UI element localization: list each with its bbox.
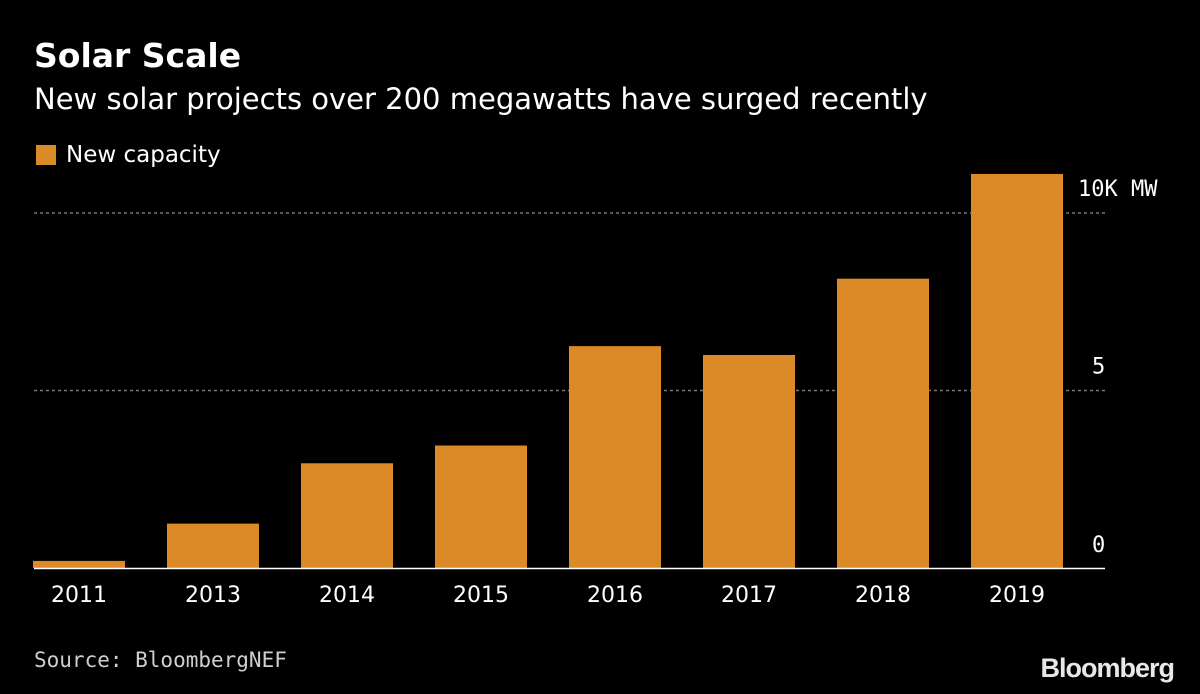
bar-2015 <box>435 445 527 568</box>
x-tick-labels: 2011 2013 2014 2015 2016 2017 2018 2019 <box>51 583 1045 608</box>
x-tick-label: 2015 <box>453 583 509 608</box>
legend-swatch <box>36 145 56 165</box>
bar-2018 <box>837 278 929 568</box>
y-tick-label: 10K MW <box>1078 177 1158 202</box>
bar-2013 <box>167 523 259 568</box>
bar-2016 <box>569 346 661 568</box>
bars <box>33 173 1063 568</box>
y-tick-label: 0 <box>1092 533 1105 558</box>
x-tick-label: 2018 <box>855 583 911 608</box>
y-tick-label: 5 <box>1092 355 1105 380</box>
legend-label: New capacity <box>66 142 221 168</box>
chart-subtitle: New solar projects over 200 megawatts ha… <box>34 82 928 116</box>
x-tick-label: 2011 <box>51 583 107 608</box>
x-tick-label: 2017 <box>721 583 777 608</box>
bar-2017 <box>703 355 795 568</box>
chart-title: Solar Scale <box>34 36 242 75</box>
x-tick-label: 2019 <box>989 583 1045 608</box>
chart-legend: New capacity <box>36 140 221 170</box>
source-note: Source: BloombergNEF <box>34 648 287 672</box>
y-tick-labels: 0 5 10K MW <box>1078 177 1158 558</box>
bar-2019 <box>971 173 1063 568</box>
x-tick-label: 2014 <box>319 583 375 608</box>
bar-2014 <box>301 463 393 568</box>
x-tick-label: 2013 <box>185 583 241 608</box>
x-tick-label: 2016 <box>587 583 643 608</box>
bloomberg-logo: Bloomberg <box>1040 653 1175 683</box>
bar-2011 <box>33 560 125 568</box>
